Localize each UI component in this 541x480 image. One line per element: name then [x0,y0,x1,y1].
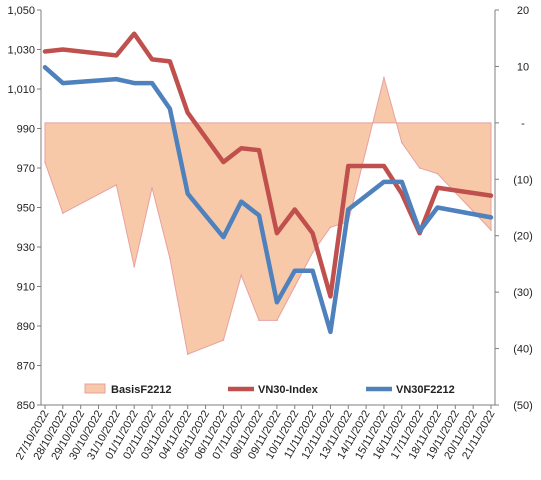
vn30f2212-line-point [151,82,153,84]
right-tick-label: 10 [517,61,529,73]
vn30f2212-line-point [347,208,349,210]
legend-label: VN30-Index [258,384,319,396]
basis-point [311,251,314,254]
right-tick-label: (30) [513,287,533,299]
vn30f2212-line-point [436,207,438,208]
left-tick-label: 1,030 [7,45,35,57]
basis-point [62,212,64,214]
left-tick-label: 990 [17,124,35,136]
vn30-index-line-point [222,161,224,163]
basis-point [329,226,332,229]
vn30-index-line-point [312,232,314,234]
vn30-index-line-point [187,112,189,114]
left-tick-label: 910 [17,282,35,294]
vn30-index-line-point [169,60,171,62]
left-tick-label: 1,050 [7,5,35,17]
left-tick-label: 930 [17,242,35,254]
right-tick-label: (50) [513,400,533,412]
left-tick-label: 890 [17,321,35,333]
right-tick-label: (10) [513,174,533,186]
vn30f2212-line-point [62,82,64,84]
plot-area [42,31,494,356]
left-tick-label: 870 [17,361,35,373]
basis-point [401,141,403,144]
vn30f2212-line-point [133,82,135,84]
right-tick-label: - [521,118,525,130]
basis-point [186,353,189,356]
vn30f2212-line-point [187,193,189,195]
vn30-index-line-point [133,33,135,35]
basis-point [222,339,225,341]
vn30-index-line-point [151,58,153,60]
left-tick-label: 850 [17,400,35,412]
vn30f2212-line-point [44,66,46,68]
legend-label: VN30F2212 [396,384,455,396]
vn30-index-line-point [294,208,296,210]
legend-swatch-basis [84,383,106,394]
vn30-index-line [42,31,494,299]
vn30f2212-line-point [490,216,492,218]
basis-point [436,172,439,175]
axes: 850 870 890 910 930 950 970 990 1,010 1,030 1,050 (… [7,5,532,462]
vn30f2212-line-point [115,78,117,80]
vn30f2212-line-point [276,301,278,303]
vn30-index-line-point [436,187,438,189]
vn30f2212-line-point [258,214,260,216]
legend: BasisF2212 VN30-Index VN30F2212 [84,383,455,396]
vn30-index-line-point [240,147,242,149]
vn30f2212-line-point [222,236,224,238]
vn30f2212-line-point [294,270,296,272]
basis-point [293,285,296,288]
basis-point [151,186,153,189]
vn30-index-line-point [383,165,385,167]
vn30-index-line-point [115,54,117,56]
left-tick-label: 1,010 [7,84,35,96]
left-tick-label: 950 [17,203,35,215]
vn30f2212-line-point [312,270,314,272]
right-tick-label: 20 [517,5,529,17]
vn30-index-line-point [276,232,278,234]
basis-point [169,257,171,260]
right-tick-label: (20) [513,231,533,243]
basis-point [133,265,135,268]
vn30f2212-line [42,65,494,335]
vn30-index-line-point [44,50,46,52]
vn30f2212-line-point [169,108,171,110]
basis-point [258,319,260,322]
vn30f2212-line-point [401,181,403,183]
vn30f2212-line-point [240,201,242,203]
basis-point [240,274,243,277]
basis-point [383,76,385,79]
vn30f2212-line-point [329,331,331,333]
vn30-index-line-point [62,49,64,50]
basis-point [418,167,421,169]
basis-point [115,184,118,186]
vn30-index-line-point [347,165,349,167]
left-tick-label: 970 [17,163,35,175]
vn30-index-line-point [490,195,492,197]
vn30-index-line-point [329,295,331,297]
basis-point [44,161,46,164]
right-tick-label: (40) [513,344,533,356]
vn30f2212-line-point [419,230,421,232]
vn30-index-line-point [258,149,260,151]
basis-point [276,319,278,322]
legend-label: BasisF2212 [111,384,172,396]
basis-point [490,229,492,231]
vn30-index-line-point [401,193,403,195]
vn30f2212-line-point [383,181,385,183]
